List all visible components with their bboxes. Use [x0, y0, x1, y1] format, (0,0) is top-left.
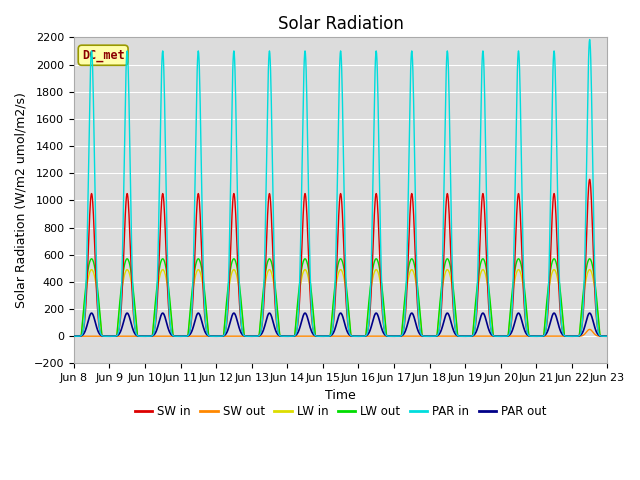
Legend: SW in, SW out, LW in, LW out, PAR in, PAR out: SW in, SW out, LW in, LW out, PAR in, PA…	[130, 400, 551, 423]
Text: DC_met: DC_met	[82, 49, 125, 62]
Title: Solar Radiation: Solar Radiation	[278, 15, 404, 33]
X-axis label: Time: Time	[325, 389, 356, 402]
Y-axis label: Solar Radiation (W/m2 umol/m2/s): Solar Radiation (W/m2 umol/m2/s)	[15, 93, 28, 308]
